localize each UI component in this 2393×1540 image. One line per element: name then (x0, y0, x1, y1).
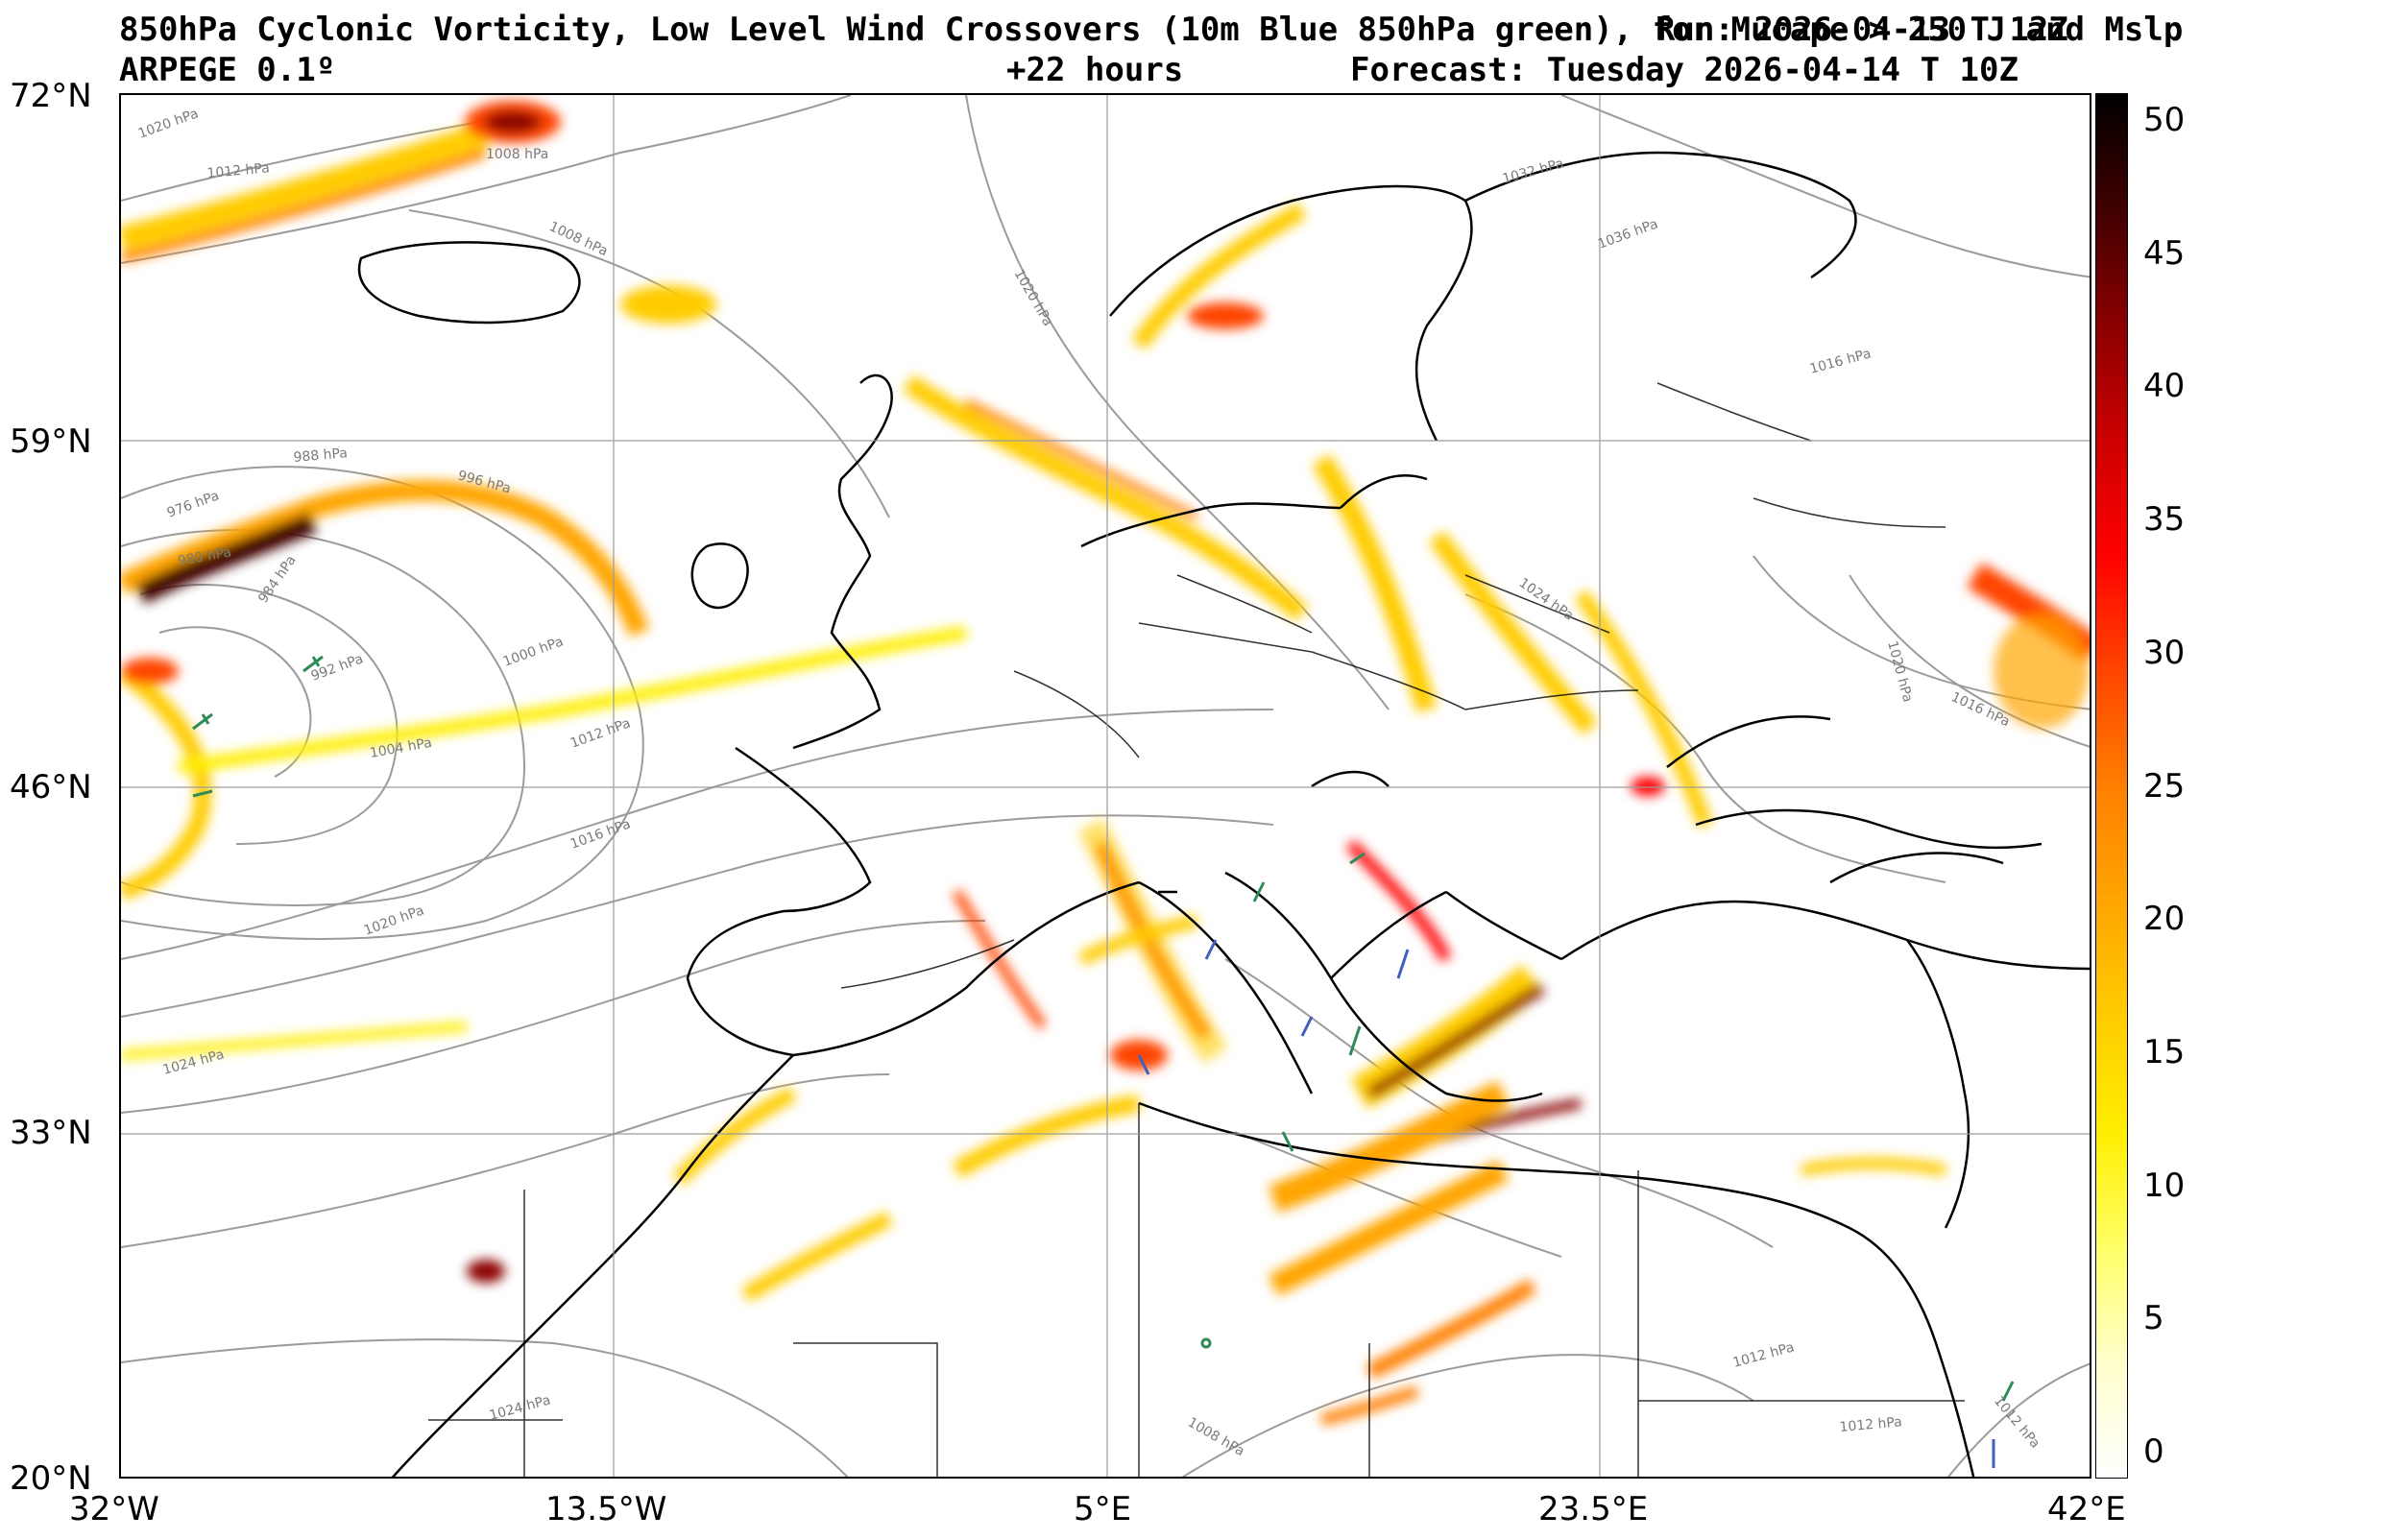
graticule (121, 95, 2090, 1477)
isobar-label: 1012 hPa (1839, 1414, 1903, 1435)
colorbar-tick-label: 35 (2143, 500, 2186, 540)
isobar-label: 1032 hPa (1501, 156, 1565, 186)
isobar-label: 992 hPa (309, 651, 366, 684)
lon-label: 5°E (1074, 1490, 1132, 1528)
isobar-label: 1012 hPa (1731, 1339, 1796, 1370)
colorbar-tick-label: 25 (2143, 766, 2186, 806)
colorbar-tick-label: 50 (2143, 101, 2186, 139)
isobar-label: 988 hPa (293, 445, 349, 466)
model-label: ARPEGE 0.1º (119, 51, 336, 89)
wind-crossover-markers (192, 655, 2015, 1468)
lon-label: 23.5°E (1538, 1490, 1649, 1528)
colorbar-tick-label: 0 (2143, 1432, 2164, 1471)
lon-label: 42°E (2047, 1490, 2126, 1528)
colorbar (2095, 93, 2128, 1479)
forecast-time-label: Forecast: Tuesday 2026-04-14 T 10Z (1350, 51, 2018, 89)
isobar-label: 1012 hPa (206, 160, 271, 181)
lon-label: 13.5°W (545, 1490, 667, 1528)
lat-label: 46°N (10, 768, 92, 806)
isobar-label: 1020 hPa (1011, 267, 1056, 329)
isobar-label: 1008 hPa (486, 147, 548, 162)
isobar-label: 1036 hPa (1596, 216, 1660, 252)
isobar-label: 984 hPa (255, 553, 299, 606)
isobar-label: 1008 hPa (1185, 1415, 1247, 1460)
country-borders (428, 382, 1965, 1477)
lat-label: 33°N (10, 1114, 92, 1152)
colorbar-tick-label: 40 (2143, 367, 2186, 406)
vorticity-field (121, 101, 2090, 1426)
colorbar-tick-label: 5 (2143, 1299, 2164, 1338)
coastlines (357, 151, 2090, 1477)
colorbar-tick-label: 30 (2143, 633, 2186, 672)
isobar-label: 976 hPa (165, 488, 222, 520)
isobar-label: 1024 hPa (488, 1392, 552, 1423)
lat-label: 72°N (10, 77, 92, 115)
isobar-label: 1016 hPa (1808, 346, 1873, 376)
map-panel: 1020 hPa 1012 hPa 1008 hPa 1008 hPa 1020 hPa… (119, 93, 2091, 1479)
colorbar-tick-label: 15 (2143, 1032, 2186, 1071)
isobar-label: 1020 hPa (136, 106, 201, 141)
run-time-label: Run: 2026-04-13 T 12Z (1656, 11, 2068, 49)
isobar-label: 1012 hPa (568, 715, 633, 751)
colorbar-tick-label: 20 (2143, 900, 2186, 939)
colorbar-tick-label: 45 (2143, 233, 2186, 273)
isobar-label: 1000 hPa (501, 634, 566, 669)
lead-time-label: +22 hours (1006, 51, 1184, 89)
lat-label: 59°N (10, 422, 92, 461)
chart-title: 850hPa Cyclonic Vorticity, Low Level Win… (119, 11, 2184, 49)
lon-label: 32°W (69, 1490, 159, 1528)
colorbar-tick-label: 10 (2143, 1166, 2186, 1205)
lat-label: 20°N (10, 1459, 92, 1498)
